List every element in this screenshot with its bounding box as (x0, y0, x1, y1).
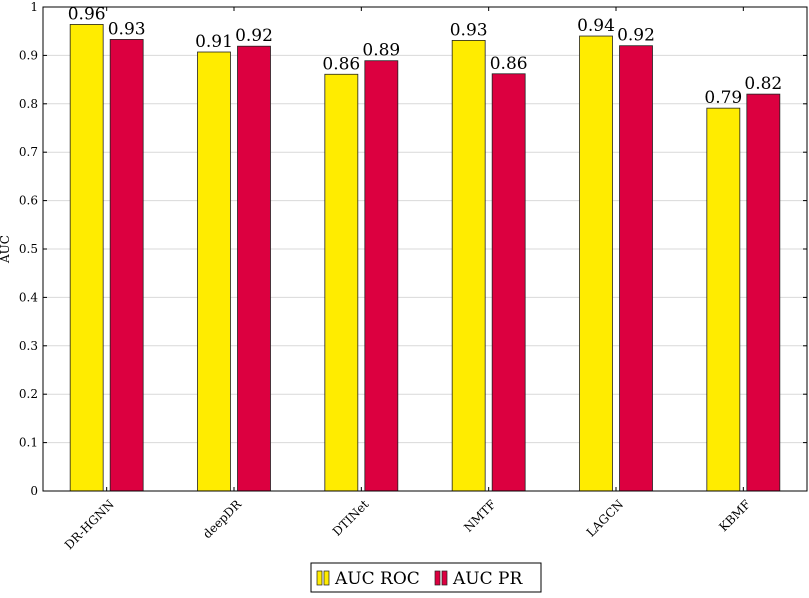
data-label: 0.89 (362, 41, 400, 61)
y-tick-label: 0.6 (19, 194, 38, 208)
y-axis-title: AUC (0, 235, 12, 264)
legend-label: AUC PR (452, 569, 523, 589)
data-label: 0.96 (68, 4, 106, 24)
y-tick-label: 0.4 (19, 290, 38, 304)
data-label: 0.92 (617, 26, 655, 46)
bar-auc-roc-dr-hgnn (69, 24, 104, 492)
data-label: 0.86 (490, 54, 528, 74)
bar-auc-pr-lagcn (619, 45, 653, 492)
category-label: KBMF (716, 497, 753, 534)
bar-auc-pr-kbmf (746, 93, 781, 492)
data-label: 0.79 (704, 88, 742, 108)
y-tick-label: 0.7 (19, 145, 38, 159)
bar-auc-pr-dr-hgnn (109, 39, 144, 492)
legend-swatch (441, 570, 448, 586)
bar-auc-roc-nmtf (451, 39, 486, 492)
data-label: 0.93 (108, 19, 146, 39)
bar-auc-roc-kbmf (706, 107, 741, 492)
data-label: 0.93 (450, 20, 488, 40)
legend-swatch (323, 570, 330, 586)
data-label: 0.82 (744, 74, 782, 94)
category-label: deepDR (200, 497, 245, 542)
category-label: DTINet (330, 497, 372, 539)
data-label: 0.94 (577, 16, 615, 36)
data-label: 0.86 (322, 54, 360, 74)
y-tick-label: 1 (30, 0, 38, 14)
legend-label: AUC ROC (334, 569, 420, 589)
bar-auc-roc-lagcn (579, 35, 613, 492)
y-tick-label: 0.9 (19, 48, 38, 62)
bar-auc-roc-dtinet (324, 73, 359, 492)
data-label: 0.92 (235, 26, 273, 46)
y-ticks: 00.10.20.30.40.50.60.70.80.91 (19, 0, 807, 498)
legend-box (310, 562, 542, 593)
bar-auc-roc-deepdr (197, 51, 231, 492)
data-labels: 0.960.930.91 0.920.860.890.930.860.94 0.92… (68, 4, 783, 108)
y-tick-label: 0.5 (19, 242, 38, 256)
category-label: LAGCN (584, 497, 626, 539)
bar-auc-pr-nmtf (491, 73, 526, 492)
bars (69, 24, 781, 492)
legend-swatch (316, 570, 323, 586)
grid (43, 6, 807, 492)
y-tick-label: 0.8 (19, 97, 38, 111)
y-tick-label: 0 (30, 484, 38, 498)
legend: AUC ROC AUC PR (310, 562, 542, 593)
y-tick-label: 0.3 (19, 339, 38, 353)
y-tick-label: 0.1 (19, 436, 38, 450)
category-label: NMTF (461, 497, 499, 535)
bar-auc-pr-dtinet (364, 60, 399, 492)
y-tick-label: 0.2 (19, 387, 38, 401)
legend-swatch (434, 570, 441, 586)
bar-auc-pr-deepdr (237, 45, 271, 492)
data-label: 0.91 (195, 32, 233, 52)
category-label: DR-HGNN (62, 497, 117, 552)
